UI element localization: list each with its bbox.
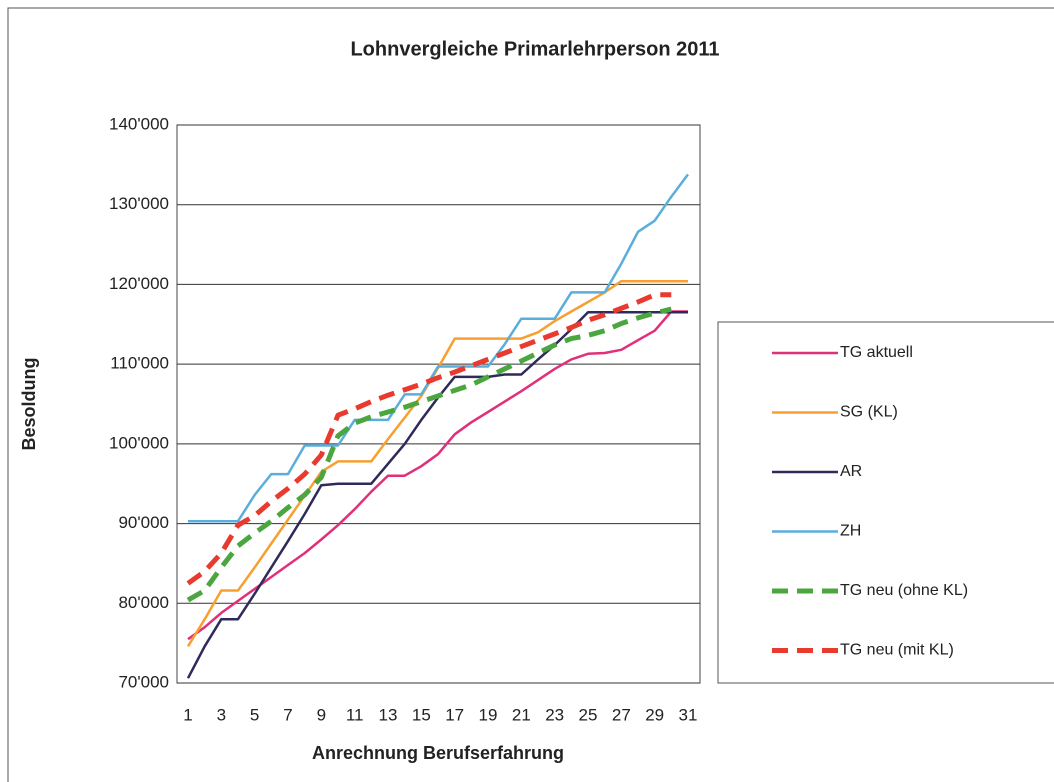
y-tick-label: 140'000 bbox=[109, 114, 169, 133]
y-axis-title: Besoldung bbox=[19, 358, 39, 451]
x-tick-label: 7 bbox=[283, 705, 292, 724]
x-tick-label: 5 bbox=[250, 705, 259, 724]
legend-label: TG aktuell bbox=[840, 344, 913, 361]
x-tick-label: 25 bbox=[579, 705, 598, 724]
y-tick-label: 130'000 bbox=[109, 194, 169, 213]
series-line bbox=[187, 310, 688, 641]
legend-label: SG (KL) bbox=[840, 404, 898, 421]
x-tick-label: 21 bbox=[512, 705, 531, 724]
x-axis-title: Anrechnung Berufserfahrung bbox=[312, 743, 564, 763]
y-tick-label: 100'000 bbox=[109, 433, 169, 452]
series-line bbox=[186, 306, 672, 603]
series-line bbox=[186, 292, 672, 586]
legend-label: TG neu (mit KL) bbox=[840, 642, 954, 659]
series-line bbox=[186, 279, 688, 647]
legend-label: ZH bbox=[840, 523, 861, 540]
x-tick-label: 29 bbox=[645, 705, 664, 724]
x-tick-label: 3 bbox=[217, 705, 226, 724]
legend-box bbox=[717, 321, 1054, 684]
x-tick-label: 13 bbox=[379, 705, 398, 724]
x-tick-label: 9 bbox=[317, 705, 326, 724]
x-tick-label: 23 bbox=[545, 705, 564, 724]
y-tick-label: 120'000 bbox=[109, 274, 169, 293]
plot-area bbox=[176, 124, 701, 684]
legend-label: AR bbox=[840, 463, 862, 480]
page-frame bbox=[7, 7, 1054, 782]
y-tick-label: 110'000 bbox=[110, 354, 169, 373]
x-tick-label: 1 bbox=[183, 705, 192, 724]
y-tick-label: 80'000 bbox=[118, 593, 169, 612]
x-tick-label: 19 bbox=[479, 705, 498, 724]
chart-title: Lohnvergleiche Primarlehrperson 2011 bbox=[350, 38, 719, 60]
x-tick-label: 11 bbox=[346, 705, 364, 724]
x-tick-label: 17 bbox=[445, 705, 464, 724]
x-tick-label: 27 bbox=[612, 705, 631, 724]
x-tick-label: 15 bbox=[412, 705, 431, 724]
x-tick-label: 31 bbox=[679, 705, 698, 724]
series-line bbox=[188, 173, 690, 523]
y-tick-label: 70'000 bbox=[118, 672, 169, 691]
y-tick-label: 90'000 bbox=[118, 513, 169, 532]
legend-label: TG neu (ohne KL) bbox=[840, 582, 968, 599]
